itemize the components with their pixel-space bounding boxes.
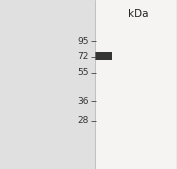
Text: 28: 28 <box>77 116 88 125</box>
Text: kDa: kDa <box>128 9 148 19</box>
Bar <box>95 52 112 60</box>
Text: 55: 55 <box>77 68 88 77</box>
Bar <box>0 0 95 169</box>
Text: 95: 95 <box>77 37 88 46</box>
Text: 72: 72 <box>77 52 88 61</box>
Bar <box>95 0 176 169</box>
Text: 36: 36 <box>77 97 88 106</box>
